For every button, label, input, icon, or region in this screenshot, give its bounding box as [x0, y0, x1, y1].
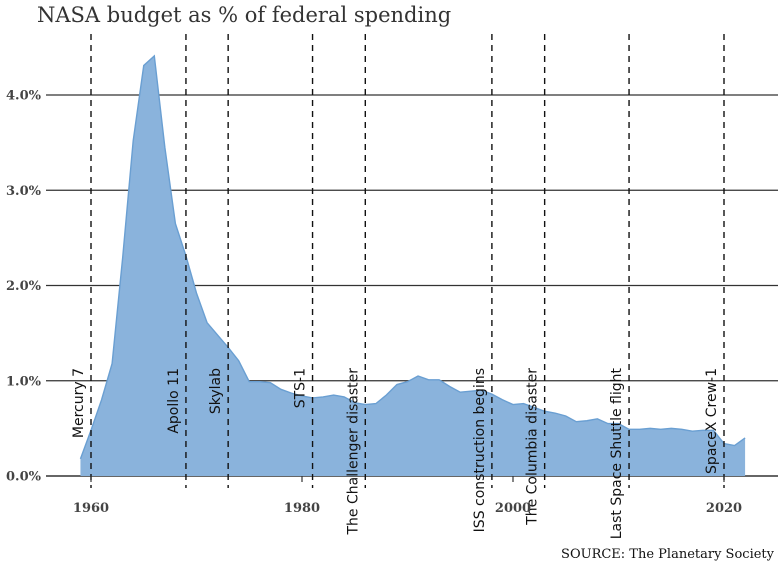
event-label: Last Space Shuttle flight — [609, 367, 625, 539]
event-label: The Columbia disaster — [525, 368, 541, 526]
x-tick-label: 1960 — [73, 501, 109, 516]
event-label: SpaceX Crew-1 — [704, 368, 720, 474]
area-layer — [79, 54, 746, 476]
y-tick-label: 1.0% — [6, 374, 42, 389]
source-note: SOURCE: The Planetary Society — [561, 547, 775, 562]
event-label: Skylab — [208, 368, 224, 414]
axis-layer: 0.0% 1.0% 2.0% 3.0% 4.0% 1960 1980 2000 2020 — [6, 89, 742, 517]
event-label: Mercury 7 — [71, 368, 87, 438]
budget-line — [79, 54, 746, 460]
event-label: ISS construction begins — [472, 368, 488, 532]
event-label: Apollo 11 — [166, 368, 182, 434]
x-tick-label: 1980 — [284, 501, 320, 516]
y-tick-label: 0.0% — [6, 470, 42, 485]
event-layer: Mercury 7 Apollo 11 Skylab STS-1 The Challen… — [71, 34, 725, 539]
budget-area — [80, 55, 746, 476]
y-tick-label: 2.0% — [6, 279, 42, 294]
chart-title: NASA budget as % of federal spending — [37, 3, 451, 27]
y-tick-label: 3.0% — [6, 184, 42, 199]
x-tick-label: 2000 — [495, 501, 531, 516]
y-tick-label: 4.0% — [6, 89, 42, 104]
event-label: STS-1 — [293, 368, 309, 408]
x-tick-label: 2020 — [706, 501, 742, 516]
event-label: The Challenger disaster — [345, 368, 361, 536]
